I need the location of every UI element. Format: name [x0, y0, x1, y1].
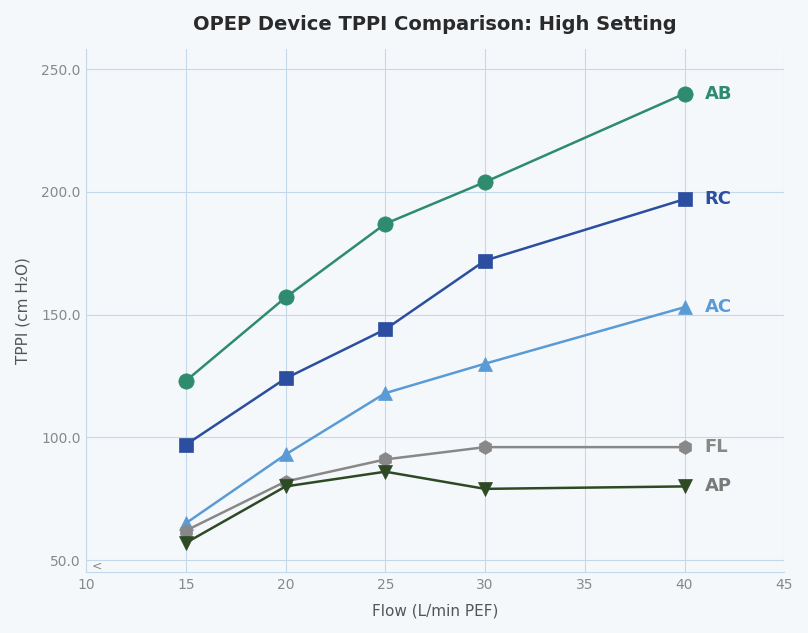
Text: AP: AP — [705, 477, 731, 496]
Text: RC: RC — [705, 190, 731, 208]
Text: <: < — [92, 560, 103, 573]
Text: AB: AB — [705, 85, 732, 103]
Y-axis label: TPPI (cm H₂O): TPPI (cm H₂O) — [15, 258, 30, 365]
Title: OPEP Device TPPI Comparison: High Setting: OPEP Device TPPI Comparison: High Settin… — [193, 15, 677, 34]
Text: FL: FL — [705, 438, 728, 456]
Text: AC: AC — [705, 298, 731, 316]
X-axis label: Flow (L/min PEF): Flow (L/min PEF) — [372, 603, 499, 618]
